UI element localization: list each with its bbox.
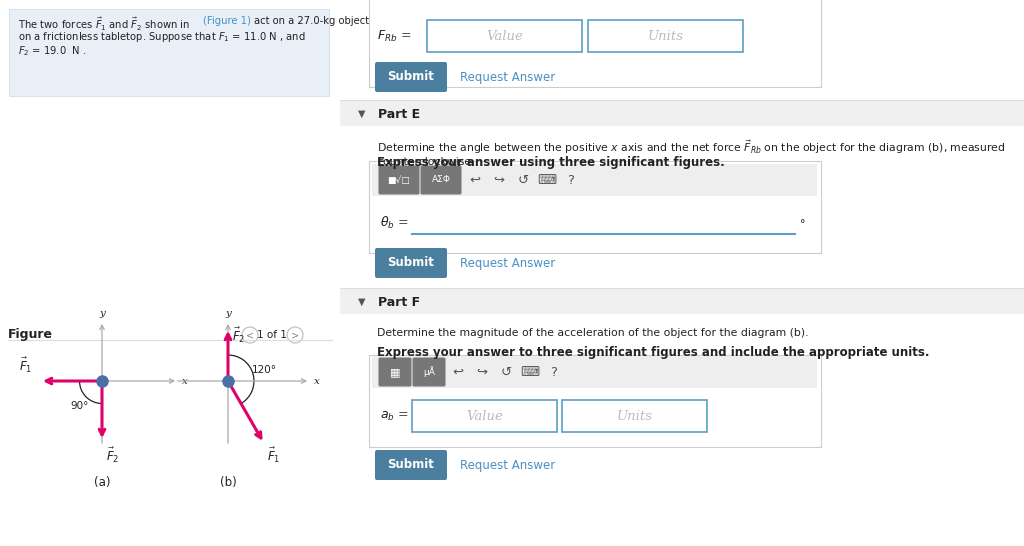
Text: x: x bbox=[182, 377, 187, 385]
Text: >: > bbox=[291, 330, 299, 340]
Text: ▼: ▼ bbox=[358, 109, 366, 119]
Text: Determine the magnitude of the acceleration of the object for the diagram (b).: Determine the magnitude of the accelerat… bbox=[377, 328, 809, 338]
Text: (a): (a) bbox=[94, 476, 111, 489]
Bar bbox=[340, 101, 1024, 126]
Text: $a_b$ =: $a_b$ = bbox=[380, 410, 409, 423]
Text: Units: Units bbox=[648, 29, 684, 43]
Text: $F_{Rb}$ =: $F_{Rb}$ = bbox=[377, 28, 412, 44]
Text: ?: ? bbox=[567, 174, 574, 187]
Text: ■√□: ■√□ bbox=[388, 175, 411, 185]
Text: ⌨: ⌨ bbox=[520, 365, 540, 378]
FancyBboxPatch shape bbox=[562, 400, 707, 432]
FancyBboxPatch shape bbox=[427, 20, 582, 52]
Text: Request Answer: Request Answer bbox=[460, 459, 555, 472]
Text: <: < bbox=[246, 330, 254, 340]
Bar bbox=[372, 356, 817, 388]
Text: $\vec{F}_2$: $\vec{F}_2$ bbox=[106, 446, 120, 465]
Text: ↩: ↩ bbox=[453, 365, 464, 378]
Text: ↺: ↺ bbox=[517, 174, 528, 187]
Text: ⌨: ⌨ bbox=[538, 174, 557, 187]
Text: $\vec{F}_1$: $\vec{F}_1$ bbox=[267, 446, 281, 465]
Text: Submit: Submit bbox=[387, 257, 434, 270]
Text: Part F: Part F bbox=[378, 295, 420, 308]
Text: 90°: 90° bbox=[70, 401, 88, 411]
Text: Request Answer: Request Answer bbox=[460, 70, 555, 84]
FancyBboxPatch shape bbox=[412, 400, 557, 432]
Text: ↪: ↪ bbox=[494, 174, 505, 187]
Text: Request Answer: Request Answer bbox=[460, 257, 555, 270]
Text: Part E: Part E bbox=[378, 108, 420, 121]
Text: Value: Value bbox=[486, 29, 523, 43]
Text: on a frictionless tabletop. Suppose that $F_1$ = 11.0 N , and: on a frictionless tabletop. Suppose that… bbox=[18, 30, 306, 44]
Text: y: y bbox=[99, 309, 104, 318]
Text: °: ° bbox=[800, 219, 806, 229]
Text: act on a 27.0-kg object: act on a 27.0-kg object bbox=[254, 16, 369, 26]
FancyBboxPatch shape bbox=[9, 9, 329, 96]
Text: Submit: Submit bbox=[387, 70, 434, 84]
Text: Figure: Figure bbox=[8, 328, 53, 341]
Text: ΑΣΦ: ΑΣΦ bbox=[431, 175, 451, 185]
Text: Determine the angle between the positive $x$ axis and the net force $\vec{F}_{Rb: Determine the angle between the positive… bbox=[377, 138, 1006, 167]
Text: (b): (b) bbox=[219, 476, 237, 489]
FancyBboxPatch shape bbox=[421, 165, 462, 194]
Bar bbox=[372, 164, 817, 196]
Text: The two forces $\vec{F}_1$ and $\vec{F}_2$ shown in: The two forces $\vec{F}_1$ and $\vec{F}_… bbox=[18, 16, 191, 33]
Text: ▼: ▼ bbox=[358, 297, 366, 307]
Text: Submit: Submit bbox=[387, 459, 434, 472]
Text: Express your answer using three significant figures.: Express your answer using three signific… bbox=[377, 156, 725, 169]
Text: ?: ? bbox=[551, 365, 557, 378]
Text: ↩: ↩ bbox=[469, 174, 480, 187]
Text: μÅ: μÅ bbox=[423, 366, 435, 377]
Text: Value: Value bbox=[467, 410, 504, 423]
FancyBboxPatch shape bbox=[375, 248, 447, 278]
FancyBboxPatch shape bbox=[413, 358, 445, 387]
FancyBboxPatch shape bbox=[588, 20, 743, 52]
Text: x: x bbox=[314, 377, 319, 385]
FancyBboxPatch shape bbox=[369, 161, 821, 253]
FancyBboxPatch shape bbox=[375, 62, 447, 92]
Text: y: y bbox=[225, 309, 231, 318]
FancyBboxPatch shape bbox=[369, 0, 821, 87]
Bar bbox=[340, 289, 1024, 314]
Text: 120°: 120° bbox=[252, 365, 278, 375]
Text: 1 of 1: 1 of 1 bbox=[257, 330, 287, 340]
Text: $\vec{F}_1$: $\vec{F}_1$ bbox=[18, 356, 32, 375]
Text: $F_2$ = 19.0  N .: $F_2$ = 19.0 N . bbox=[18, 44, 87, 58]
Text: ↺: ↺ bbox=[501, 365, 512, 378]
Text: Units: Units bbox=[617, 410, 653, 423]
Text: (Figure 1): (Figure 1) bbox=[203, 16, 251, 26]
Text: ▦: ▦ bbox=[390, 367, 400, 377]
FancyBboxPatch shape bbox=[379, 165, 420, 194]
Text: $\vec{F}_2$: $\vec{F}_2$ bbox=[232, 326, 246, 345]
Text: $\theta_b$ =: $\theta_b$ = bbox=[380, 215, 409, 231]
Text: Express your answer to three significant figures and include the appropriate uni: Express your answer to three significant… bbox=[377, 346, 930, 359]
FancyBboxPatch shape bbox=[369, 355, 821, 447]
Text: ↪: ↪ bbox=[476, 365, 487, 378]
FancyBboxPatch shape bbox=[379, 358, 412, 387]
FancyBboxPatch shape bbox=[375, 450, 447, 480]
